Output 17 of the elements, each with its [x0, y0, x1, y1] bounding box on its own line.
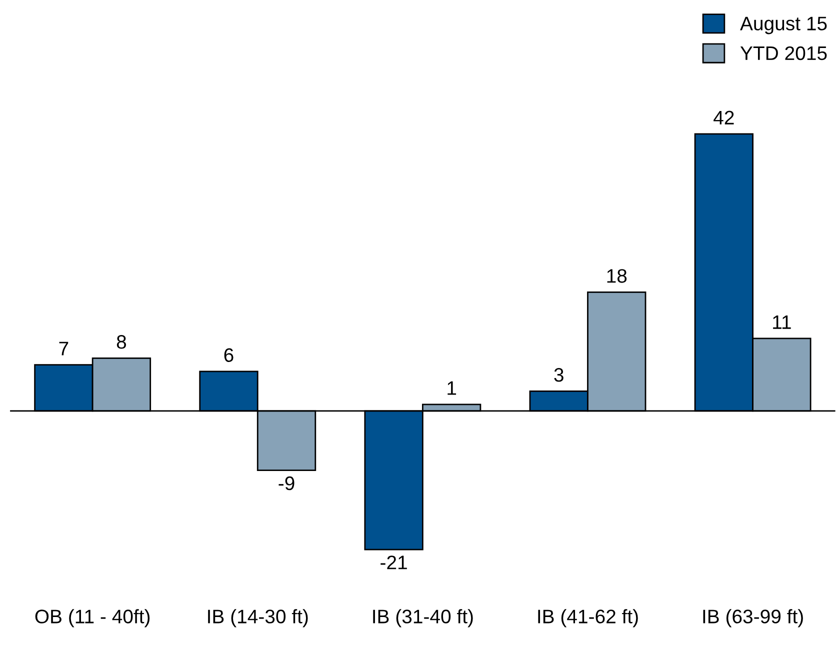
x-tick-label: IB (41-62 ft) — [538, 609, 638, 628]
x-tick-label: IB (14-30 ft) — [208, 609, 308, 628]
x-tick-label: IB (63-99 ft) — [703, 609, 803, 628]
data-label: 7 — [59, 342, 68, 356]
data-label: -9 — [278, 476, 294, 490]
legend-label: YTD 2015 — [740, 46, 827, 60]
data-label: -21 — [380, 556, 407, 570]
data-label: 42 — [714, 110, 734, 124]
data-label: 6 — [224, 348, 234, 362]
data-label: 1 — [448, 381, 456, 395]
data-label: 11 — [773, 315, 791, 329]
data-label: 3 — [554, 368, 564, 382]
x-tick-label: IB (31-40 ft) — [373, 609, 473, 628]
legend-label: August 15 — [740, 16, 827, 34]
x-tick-label: OB (11 - 40ft) — [35, 609, 150, 628]
data-label: 8 — [116, 335, 126, 349]
data-label: 18 — [607, 269, 627, 283]
